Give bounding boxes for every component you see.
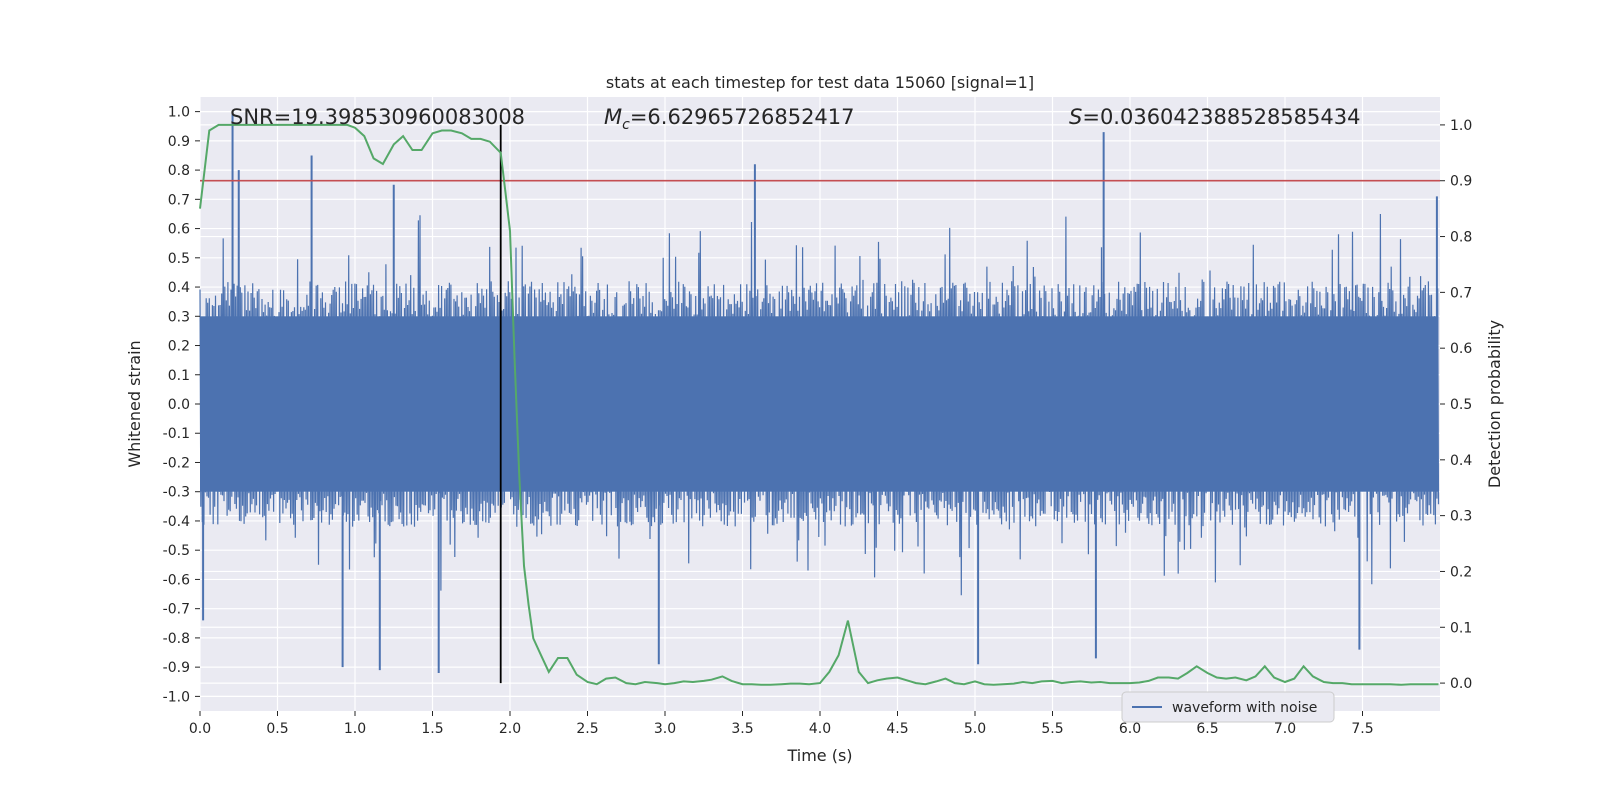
- y-right-tick-label: 0.7: [1450, 285, 1472, 301]
- x-tick-label: 3.5: [731, 721, 753, 737]
- y-right-tick-label: 0.8: [1450, 230, 1472, 246]
- x-tick-label: 2.5: [576, 721, 598, 737]
- y-left-tick-label: -0.7: [163, 602, 190, 618]
- y-right-tick-label: 0.5: [1450, 397, 1472, 413]
- waveform-core: [200, 316, 1439, 492]
- y-left-tick-label: 1.0: [168, 105, 190, 121]
- y-right-tick-label: 0.9: [1450, 174, 1472, 190]
- y-left-axis-label: Whitened strain: [125, 340, 144, 467]
- y-left-tick-label: -0.2: [163, 455, 190, 471]
- y-left-tick-label: 0.1: [168, 368, 190, 384]
- x-tick-label: 4.0: [809, 721, 831, 737]
- x-tick-label: 3.0: [654, 721, 676, 737]
- y-left-tick-label: 0.4: [168, 280, 190, 296]
- chirp-mass-value: =6.62965726852417: [630, 105, 855, 129]
- y-left-tick-label: 0.7: [168, 192, 190, 208]
- x-tick-label: 1.5: [421, 721, 443, 737]
- y-left-tick-label: -0.1: [163, 426, 190, 442]
- y-left-tick-label: -1.0: [163, 689, 190, 705]
- s-symbol: S: [1069, 105, 1082, 129]
- chirp-mass-symbol: M: [604, 105, 622, 129]
- y-right-tick-label: 0.2: [1450, 564, 1472, 580]
- snr-annotation: SNR=19.398530960083008: [230, 105, 525, 129]
- y-left-tick-label: -0.9: [163, 660, 190, 676]
- legend-label: waveform with noise: [1172, 700, 1317, 716]
- probability-line: [199, 123, 1439, 686]
- x-tick-label: 2.0: [499, 721, 521, 737]
- x-tick-label: 6.0: [1119, 721, 1141, 737]
- x-tick-label: 4.5: [886, 721, 908, 737]
- x-tick-label: 6.5: [1196, 721, 1218, 737]
- x-tick-label: 0.0: [189, 721, 211, 737]
- y-right-tick-label: 0.6: [1450, 341, 1472, 357]
- x-tick-label: 5.5: [1041, 721, 1063, 737]
- y-left-tick-label: -0.4: [163, 514, 190, 530]
- y-left-tick-label: 0.9: [168, 134, 190, 150]
- y-right-tick-label: 0.1: [1450, 620, 1472, 636]
- y-right-tick-label: 0.3: [1450, 509, 1472, 525]
- y-right-tick-label: 1.0: [1450, 118, 1472, 134]
- y-left-tick-label: 0.6: [168, 222, 190, 238]
- y-left-tick-label: -0.5: [163, 543, 190, 559]
- y-left-tick-label: -0.8: [163, 631, 190, 647]
- y-right-axis-ticks: 1.0 0.9 0.8 0.7 0.6 0.5 0.4 0.3 0.2 0.1 0.0: [1440, 118, 1472, 692]
- x-tick-label: 0.5: [266, 721, 288, 737]
- x-axis-label: Time (s): [786, 746, 852, 765]
- y-right-tick-label: 0.4: [1450, 453, 1472, 469]
- y-right-axis-label: Detection probability: [1485, 320, 1504, 488]
- legend-box: [1121, 691, 1335, 723]
- chirp-mass-annotation: Mc=6.62965726852417: [604, 105, 855, 133]
- y-left-tick-label: 0.2: [168, 339, 190, 355]
- chart-title: stats at each timestep for test data 150…: [606, 73, 1034, 92]
- legend: waveform with noise: [1121, 691, 1335, 723]
- probability-series: [199, 123, 1439, 686]
- y-left-tick-label: 0.5: [168, 251, 190, 267]
- y-right-tick-label: 0.0: [1450, 676, 1472, 692]
- y-left-tick-label: 0.3: [168, 309, 190, 325]
- waveform-series: [199, 111, 1440, 673]
- y-left-tick-label: 0.8: [168, 163, 190, 179]
- y-left-axis-ticks: 1.0 0.9 0.8 0.7 0.6 0.5 0.4 0.3 0.2 0.1 0.0 -0.1 -0.…: [163, 105, 200, 705]
- y-left-tick-label: -0.6: [163, 572, 190, 588]
- y-left-tick-label: -0.3: [163, 485, 190, 501]
- x-tick-label: 7.0: [1274, 721, 1296, 737]
- x-tick-label: 5.0: [964, 721, 986, 737]
- x-axis-ticks: 0.0 0.5 1.0 1.5 2.0 2.5 3.0 3.5 4.0 4.5 5.0 5.5 6.0 6…: [189, 711, 1374, 737]
- chirp-mass-subscript: c: [622, 117, 630, 133]
- x-tick-label: 7.5: [1351, 721, 1373, 737]
- x-tick-label: 1.0: [344, 721, 366, 737]
- s-annotation: S=0.036042388528585434: [1069, 105, 1360, 129]
- y-left-tick-label: 0.0: [168, 397, 190, 413]
- s-value: =0.036042388528585434: [1082, 105, 1360, 129]
